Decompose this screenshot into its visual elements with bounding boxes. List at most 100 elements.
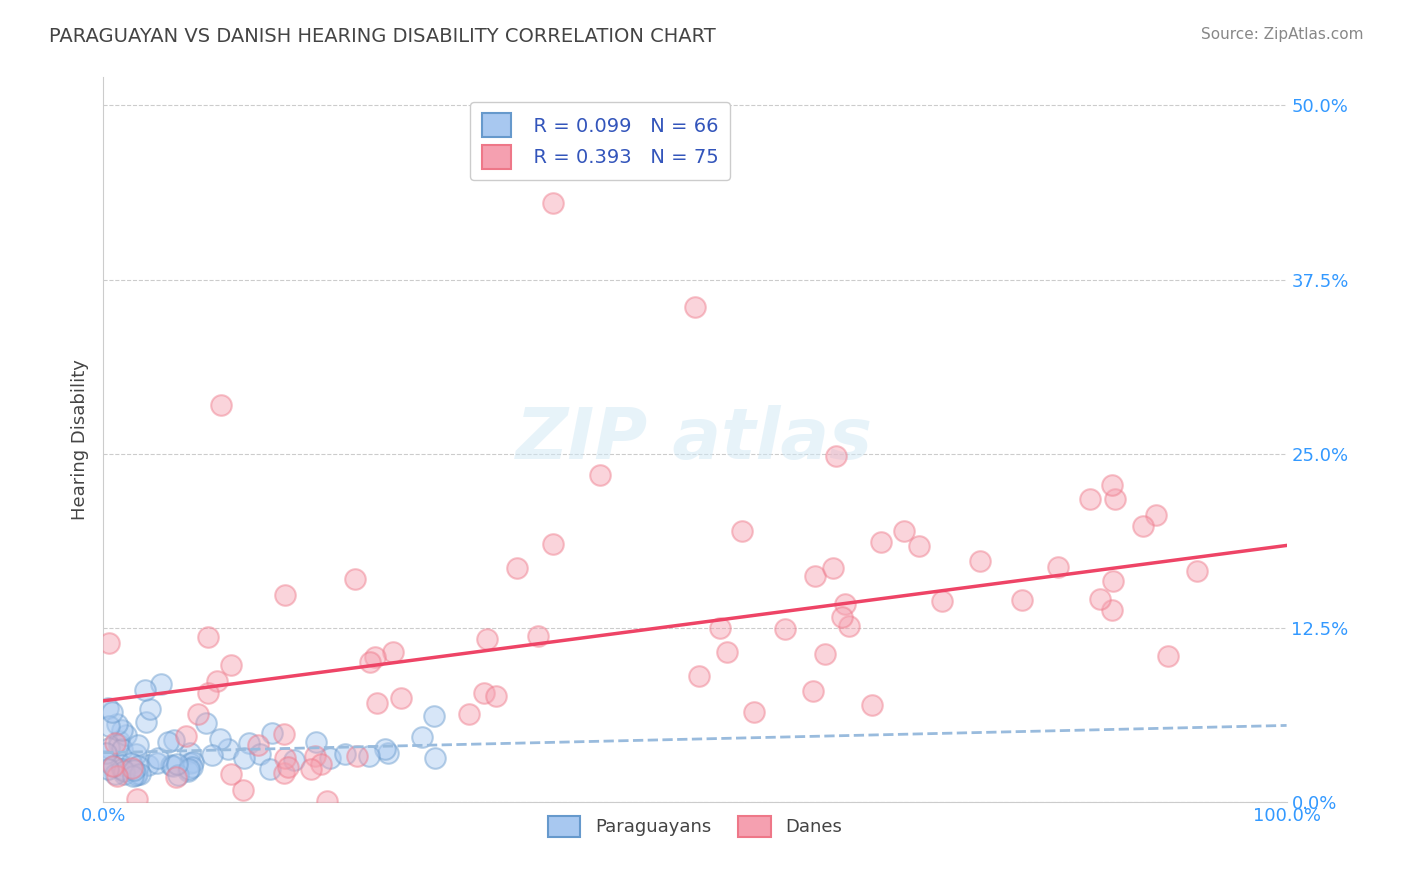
Point [156, 734, 179, 748]
Text: Source: ZipAtlas.com: Source: ZipAtlas.com [1201, 27, 1364, 42]
Point [804, 569, 827, 583]
Point [683, 301, 706, 315]
Point [1101, 603, 1123, 617]
Text: ZIP atlas: ZIP atlas [516, 405, 873, 475]
Point [893, 524, 915, 538]
Point [304, 749, 326, 764]
Point [814, 647, 837, 661]
Point [1185, 564, 1208, 578]
Point [104, 736, 127, 750]
Point [277, 760, 299, 774]
Point [472, 686, 495, 700]
Point [121, 756, 143, 770]
Point [411, 730, 433, 744]
Point [688, 669, 710, 683]
Point [96, 746, 118, 760]
Point [825, 449, 848, 463]
Point [283, 753, 305, 767]
Point [201, 747, 224, 762]
Point [238, 736, 260, 750]
Point [111, 741, 134, 756]
Point [145, 756, 167, 770]
Point [1078, 491, 1101, 506]
Point [589, 467, 612, 482]
Point [111, 723, 134, 737]
Point [121, 761, 143, 775]
Point [205, 674, 228, 689]
Point [823, 561, 845, 575]
Point [125, 768, 148, 782]
Point [108, 738, 131, 752]
Point [197, 630, 219, 644]
Point [374, 741, 396, 756]
Point [112, 767, 135, 781]
Point [104, 767, 127, 781]
Point [1101, 478, 1123, 492]
Point [346, 749, 368, 764]
Point [128, 759, 150, 773]
Point [485, 689, 508, 703]
Point [389, 691, 412, 706]
Point [716, 645, 738, 659]
Point [475, 632, 498, 647]
Legend: Paraguayans, Danes: Paraguayans, Danes [540, 809, 849, 844]
Point [742, 705, 765, 719]
Point [127, 767, 149, 781]
Point [249, 747, 271, 762]
Point [834, 597, 856, 611]
Point [135, 714, 157, 729]
Point [274, 751, 297, 765]
Point [114, 728, 136, 742]
Point [505, 561, 527, 575]
Point [1144, 508, 1167, 523]
Point [146, 750, 169, 764]
Point [97, 636, 120, 650]
Point [344, 573, 367, 587]
Point [969, 554, 991, 568]
Point [134, 683, 156, 698]
Point [1102, 574, 1125, 588]
Point [423, 708, 446, 723]
Point [299, 762, 322, 776]
Text: PARAGUAYAN VS DANISH HEARING DISABILITY CORRELATION CHART: PARAGUAYAN VS DANISH HEARING DISABILITY … [49, 27, 716, 45]
Point [96, 762, 118, 776]
Point [125, 747, 148, 761]
Point [122, 769, 145, 783]
Point [860, 698, 883, 712]
Point [129, 766, 152, 780]
Point [333, 747, 356, 762]
Point [165, 771, 187, 785]
Point [359, 655, 381, 669]
Point [187, 707, 209, 722]
Point [731, 524, 754, 539]
Point [527, 629, 550, 643]
Point [274, 588, 297, 602]
Point [162, 759, 184, 773]
Point [541, 537, 564, 551]
Point [101, 759, 124, 773]
Point [931, 594, 953, 608]
Point [262, 725, 284, 739]
Point [1104, 492, 1126, 507]
Point [246, 738, 269, 752]
Point [1046, 560, 1069, 574]
Point [219, 657, 242, 672]
Point [138, 702, 160, 716]
Point [831, 610, 853, 624]
Point [94, 754, 117, 768]
Point [211, 398, 233, 412]
Point [167, 767, 190, 781]
Point [97, 701, 120, 715]
Point [127, 738, 149, 752]
Point [801, 683, 824, 698]
Point [1157, 648, 1180, 663]
Point [870, 535, 893, 549]
Point [174, 729, 197, 743]
Point [217, 742, 239, 756]
Point [105, 716, 128, 731]
Point [319, 750, 342, 764]
Point [311, 756, 333, 771]
Point [105, 769, 128, 783]
Point [458, 706, 481, 721]
Point [382, 645, 405, 659]
